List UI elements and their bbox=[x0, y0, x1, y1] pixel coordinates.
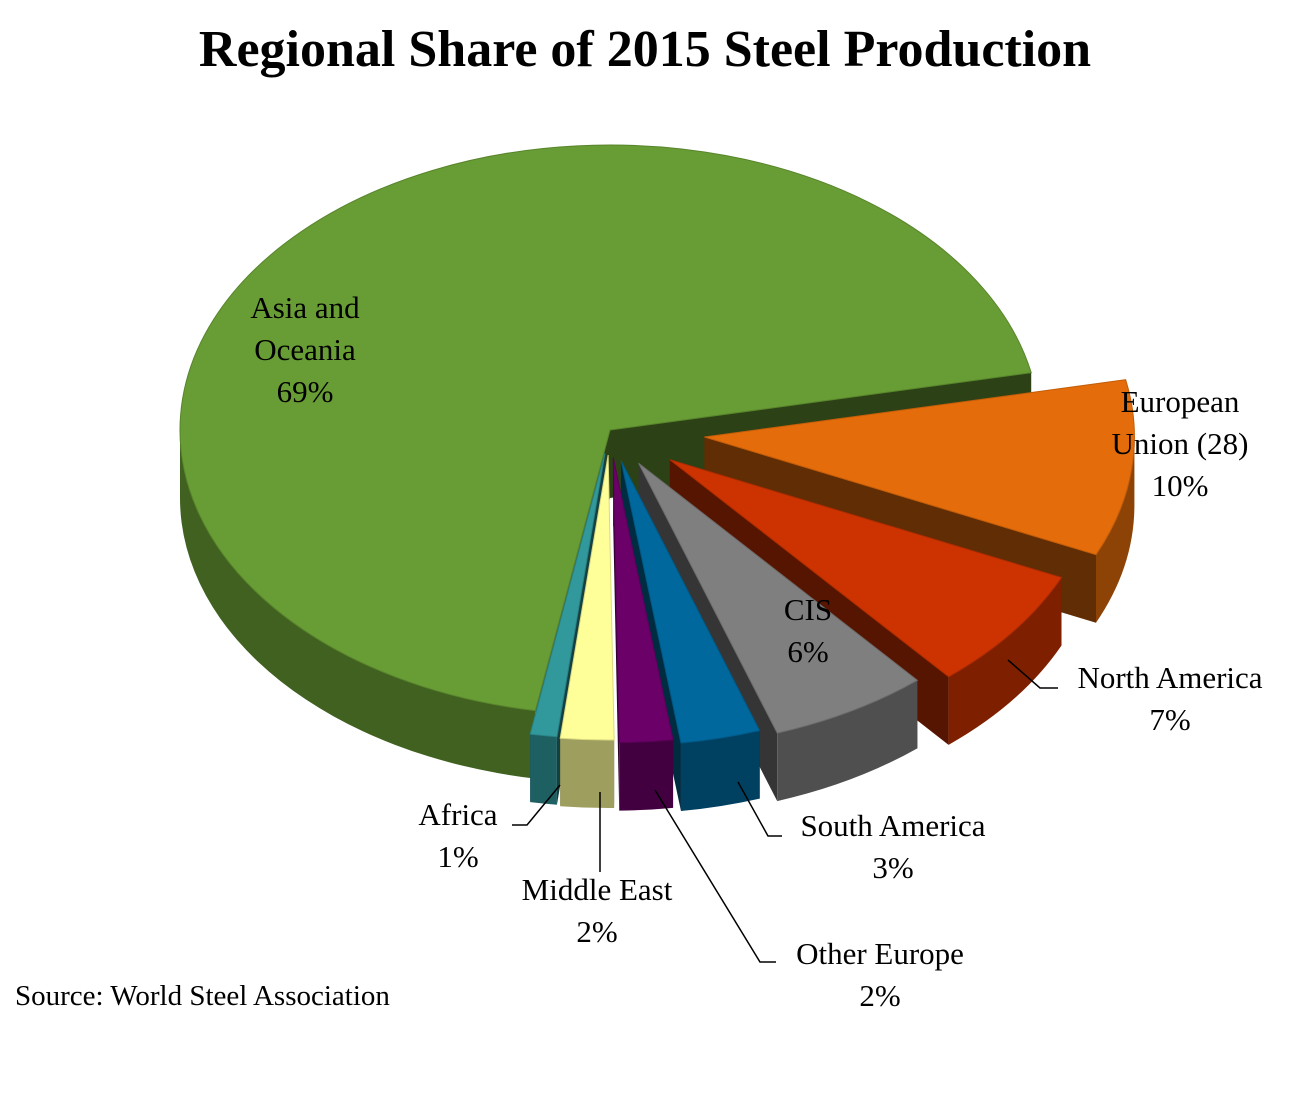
slice-value-middle-east: 2% bbox=[576, 914, 617, 949]
slice-middle-east bbox=[559, 454, 615, 741]
slice-label-cis: CIS 6% bbox=[784, 592, 832, 669]
slice-label-european-union-28-: European Union (28) 10% bbox=[1112, 384, 1249, 503]
slice-africa bbox=[529, 453, 606, 738]
slice-asia-and-oceania bbox=[179, 144, 1032, 712]
slice-cis bbox=[638, 462, 919, 734]
slice-name-european-union-28-: European bbox=[1121, 384, 1240, 419]
slice-label-south-america: South America 3% bbox=[800, 808, 985, 885]
slice-side-south-america-0 bbox=[680, 730, 760, 812]
slice-side-middle-east-0 bbox=[560, 738, 615, 809]
leader-line-africa bbox=[512, 784, 561, 826]
slice-value-south-america: 3% bbox=[872, 850, 913, 885]
leader-line-south-america bbox=[737, 781, 782, 837]
slice-value-asia-and-oceania: 69% bbox=[277, 374, 334, 409]
slice-labels: Asia and Oceania 69% European Union (28) 10% N… bbox=[250, 290, 1262, 1013]
leader-line-north-america bbox=[1007, 659, 1058, 689]
slice-name-cis: CIS bbox=[784, 592, 832, 627]
slice-name-european-union-28-: Union (28) bbox=[1112, 426, 1249, 461]
leader-line-other-europe bbox=[654, 789, 776, 963]
slice-north-america bbox=[669, 459, 1063, 678]
slice-side-north-america-0 bbox=[948, 577, 1062, 745]
slice-side-european-union-28--0 bbox=[1096, 436, 1135, 623]
slice-name-middle-east: Middle East bbox=[522, 872, 673, 907]
source-note: Source: World Steel Association bbox=[15, 980, 390, 1012]
slice-european-union-28- bbox=[704, 379, 1135, 556]
slice-value-other-europe: 2% bbox=[859, 978, 900, 1013]
slice-name-africa: Africa bbox=[418, 797, 497, 832]
slice-name-north-america: North America bbox=[1077, 660, 1262, 695]
slice-name-asia-and-oceania: Asia and bbox=[250, 290, 360, 325]
leader-lines bbox=[512, 659, 1058, 963]
slice-label-africa: Africa 1% bbox=[418, 797, 497, 874]
slice-side-cis-0 bbox=[777, 680, 918, 802]
slice-name-south-america: South America bbox=[800, 808, 985, 843]
slice-value-africa: 1% bbox=[437, 839, 478, 874]
slice-value-north-america: 7% bbox=[1149, 702, 1190, 737]
slice-side-other-europe-0 bbox=[619, 739, 674, 811]
slice-label-asia-and-oceania: Asia and Oceania 69% bbox=[250, 290, 360, 409]
slice-other-europe bbox=[612, 457, 674, 744]
slice-name-other-europe: Other Europe bbox=[796, 936, 964, 971]
slice-label-north-america: North America 7% bbox=[1077, 660, 1262, 737]
slice-south-america bbox=[620, 460, 761, 744]
slice-name-asia-and-oceania: Oceania bbox=[254, 332, 356, 367]
slice-tops bbox=[179, 144, 1135, 744]
slice-label-other-europe: Other Europe 2% bbox=[796, 936, 964, 1013]
slice-value-european-union-28-: 10% bbox=[1152, 468, 1209, 503]
slice-label-middle-east: Middle East 2% bbox=[522, 872, 673, 949]
chart-title: Regional Share of 2015 Steel Production bbox=[199, 21, 1091, 78]
slice-side-asia-and-oceania-0 bbox=[180, 430, 536, 779]
slice-side-africa-0 bbox=[530, 734, 557, 805]
slice-value-cis: 6% bbox=[787, 634, 828, 669]
